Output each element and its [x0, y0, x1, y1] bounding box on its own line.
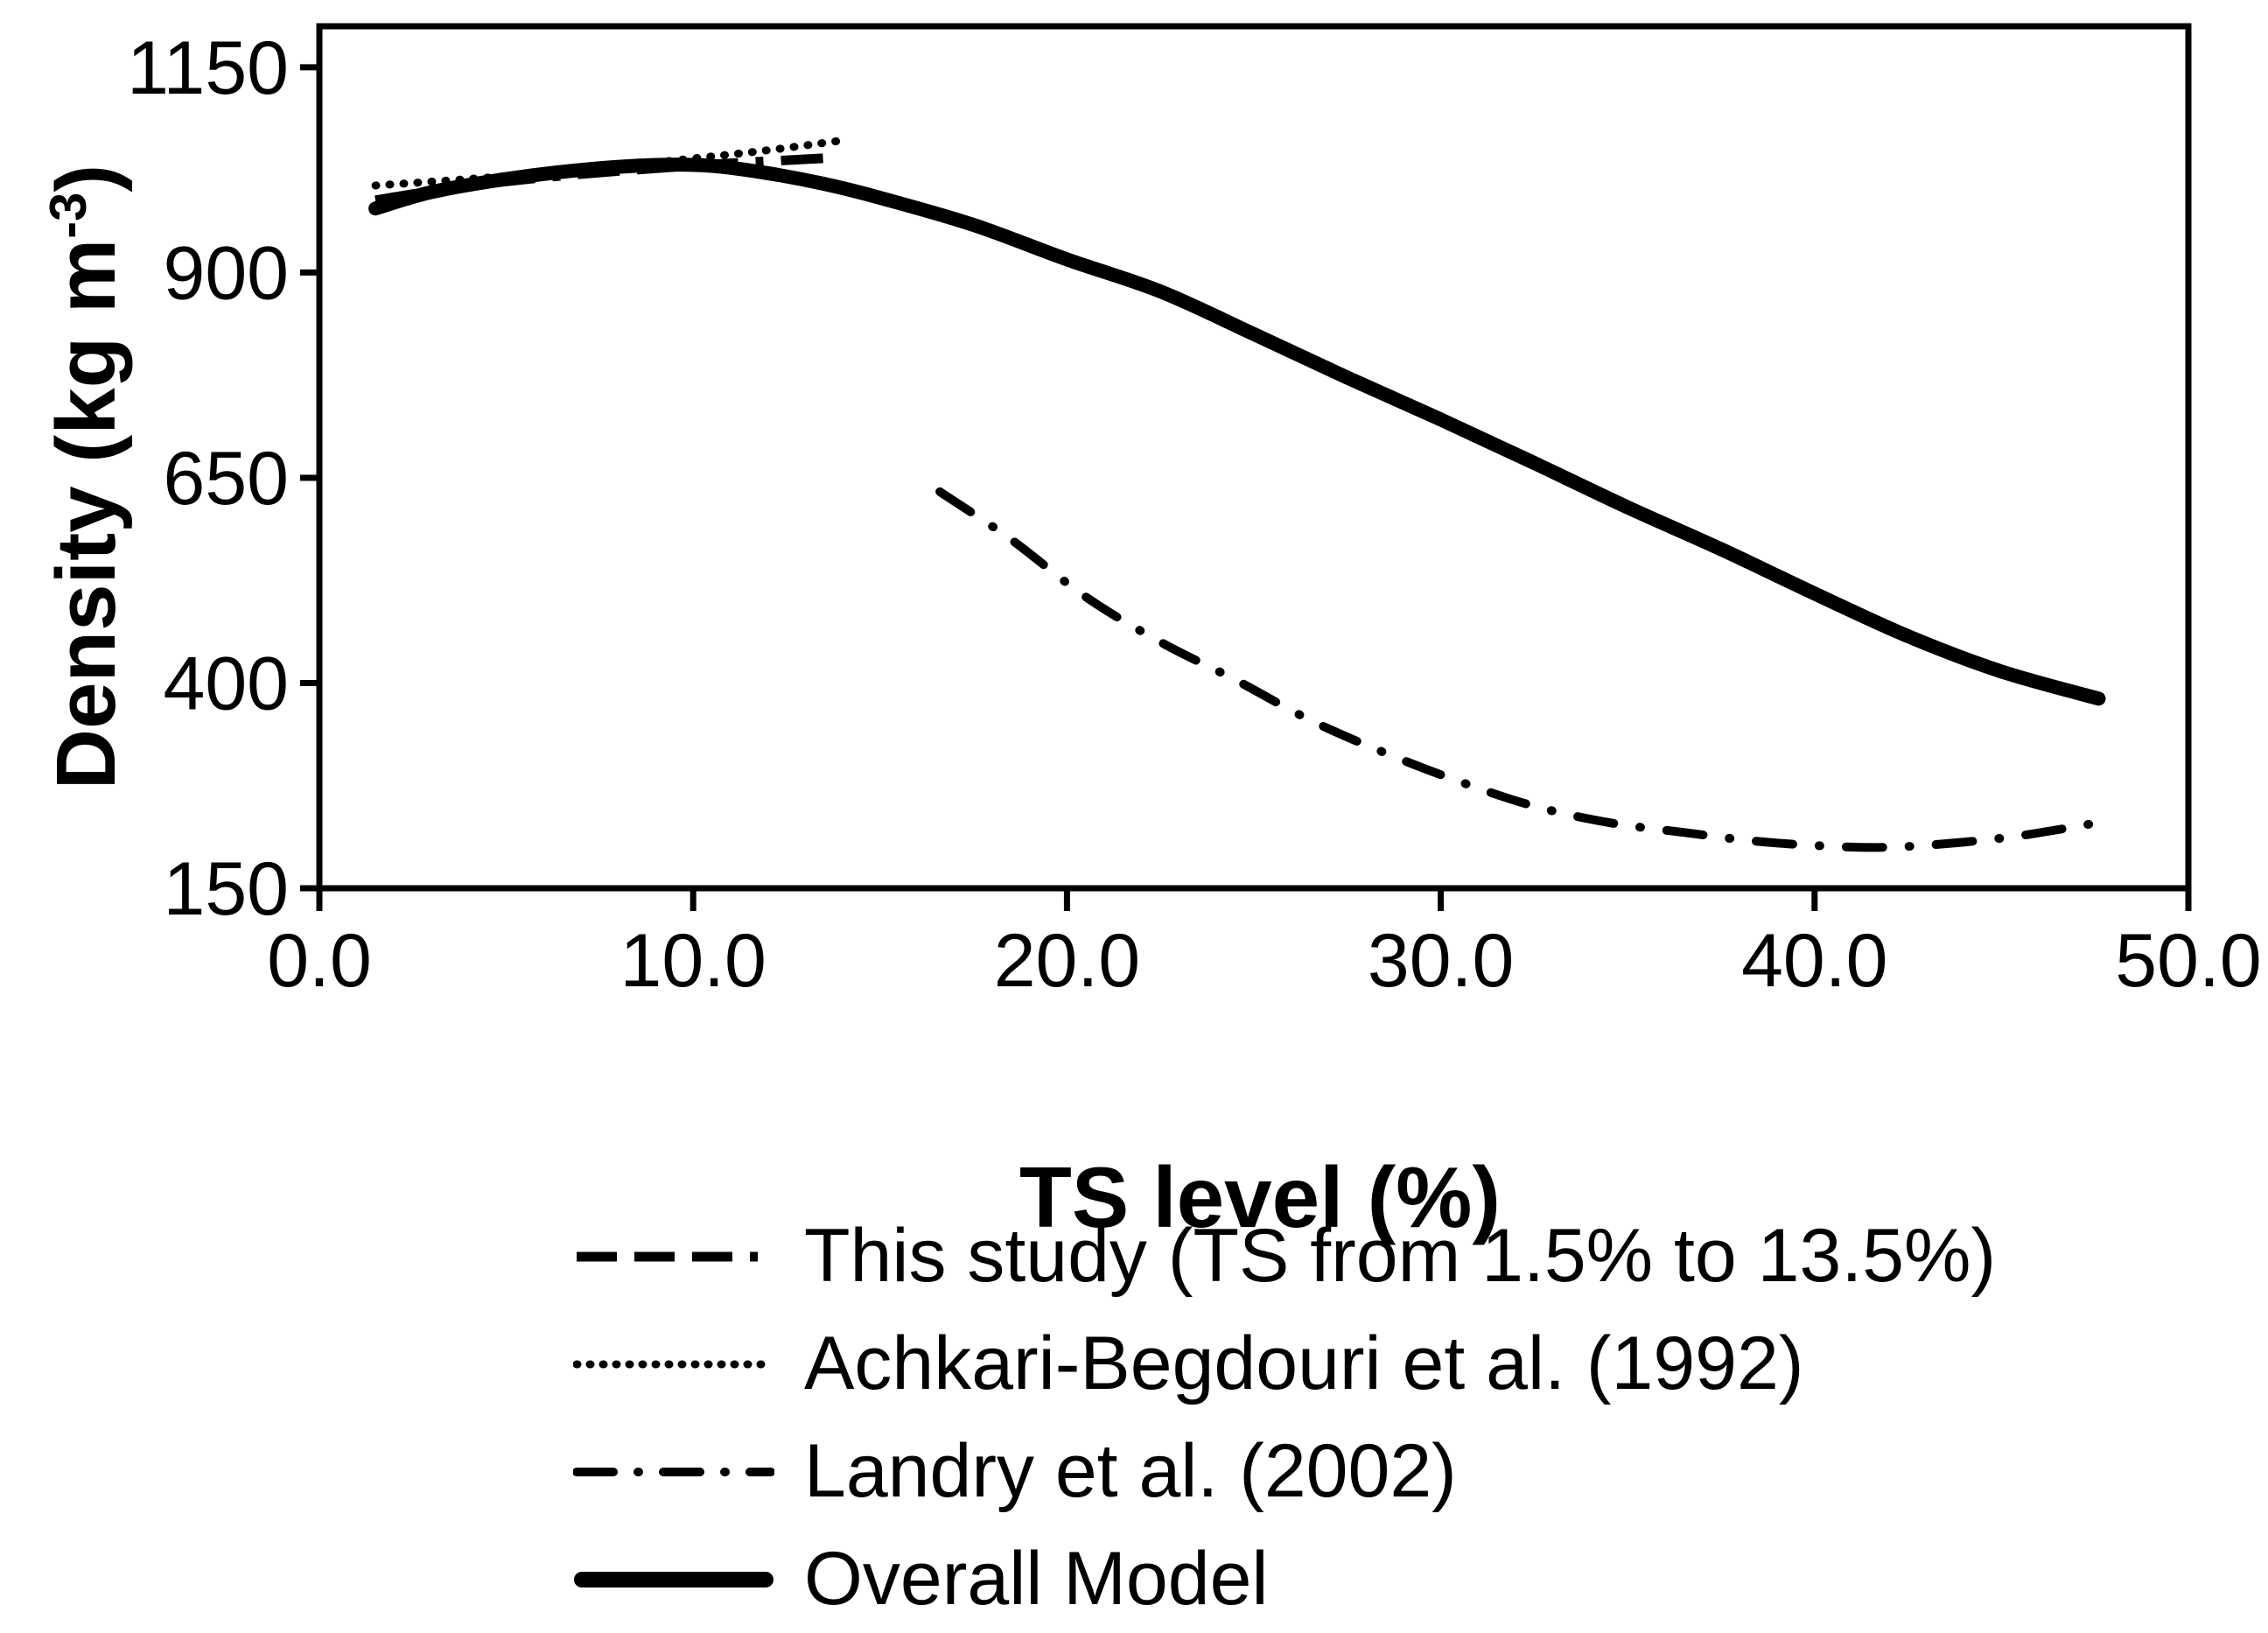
y-axis-title-superscript: -3 — [38, 192, 97, 239]
legend-label-achkari-begdouri: Achkari-Begdouri et al. (1992) — [804, 1321, 1804, 1405]
legend-label-landry: Landry et al. (2002) — [804, 1429, 1457, 1513]
x-tick-label: 50.0 — [2115, 919, 2261, 1003]
y-tick-label: 1150 — [127, 26, 289, 110]
legend: This study (TS from 1.5% to 13.5%) Achka… — [573, 1202, 2236, 1633]
legend-row-overall-model: Overall Model — [573, 1525, 2236, 1633]
legend-row-achkari-begdouri: Achkari-Begdouri et al. (1992) — [573, 1310, 2236, 1418]
legend-row-landry: Landry et al. (2002) — [573, 1418, 2236, 1525]
x-tick-label: 10.0 — [620, 919, 766, 1003]
series-line-solid — [368, 158, 2106, 706]
plot-frame — [316, 23, 2192, 892]
y-tick-label: 150 — [164, 847, 290, 931]
series-line-dashdot — [935, 487, 2104, 852]
solid-line-sample-icon — [574, 1571, 774, 1587]
legend-label-this-study: This study (TS from 1.5% to 13.5%) — [804, 1214, 1997, 1298]
legend-label-overall-model: Overall Model — [804, 1537, 1269, 1621]
y-axis-title-close: ) — [39, 164, 133, 193]
legend-row-this-study: This study (TS from 1.5% to 13.5%) — [573, 1202, 2236, 1310]
y-tick-label: 400 — [164, 641, 290, 725]
y-axis-title-text: Density (kg m — [39, 238, 133, 790]
x-tick-label: 20.0 — [994, 919, 1140, 1003]
x-tick-label: 0.0 — [267, 919, 372, 1003]
y-tick-label: 900 — [164, 231, 290, 315]
x-tick-label: 30.0 — [1368, 919, 1514, 1003]
y-axis-title: Density (kg m-3) — [20, 0, 133, 1002]
x-axis-title: TS level (%) — [1018, 1149, 1502, 1245]
dotted-line-sample-icon — [573, 1360, 774, 1368]
dashed-line-sample-icon — [577, 1251, 771, 1261]
y-tick-label: 650 — [164, 437, 290, 521]
dash-dot-line-sample-icon — [573, 1467, 774, 1476]
x-tick-label: 40.0 — [1741, 919, 1887, 1003]
